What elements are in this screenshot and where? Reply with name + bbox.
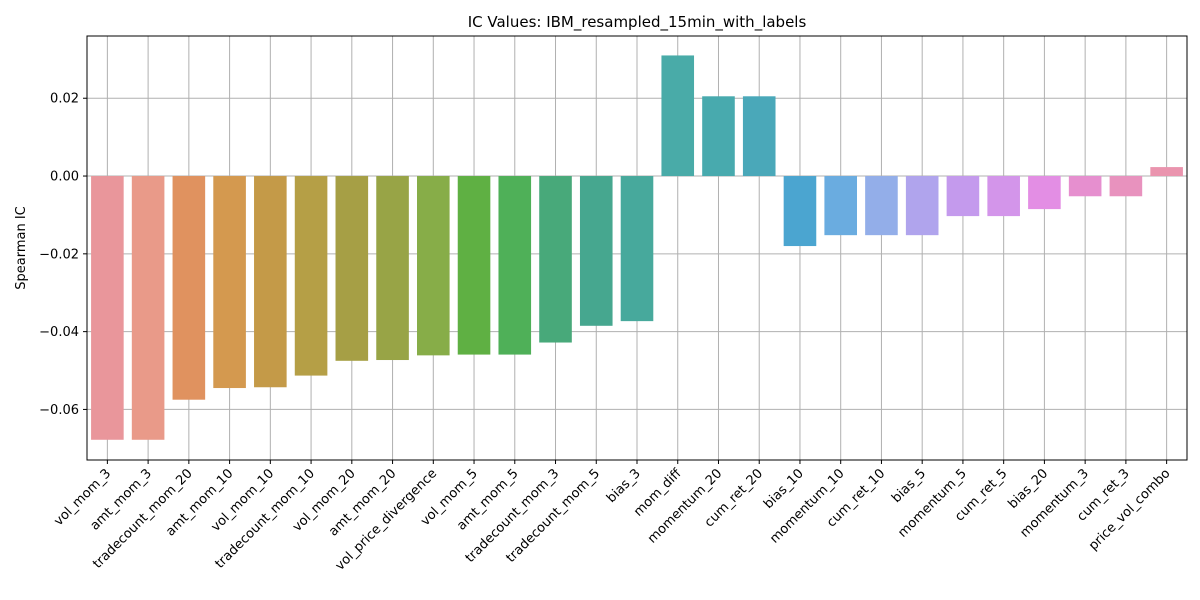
bar-tradecount-mom-20 xyxy=(172,176,206,400)
y-tick-label: −0.06 xyxy=(39,403,79,418)
bar-vol-mom-20 xyxy=(335,176,369,361)
y-tick-label: −0.04 xyxy=(39,325,79,340)
bar-bias-20 xyxy=(1028,176,1061,210)
bar-vol-mom-5 xyxy=(457,176,491,355)
bar-momentum-3 xyxy=(1068,176,1102,197)
bars xyxy=(91,55,1183,440)
chart-title: IC Values: IBM_resampled_15min_with_labe… xyxy=(468,13,807,32)
bar-cum-ret-3 xyxy=(1109,176,1143,197)
bar-amt-mom-20 xyxy=(376,176,409,361)
bar-price-vol-combo xyxy=(1150,167,1183,177)
bar-vol-mom-10 xyxy=(254,176,287,388)
bar-amt-mom-3 xyxy=(131,176,165,440)
bar-mom-diff xyxy=(661,55,695,177)
bar-cum-ret-20 xyxy=(742,96,776,177)
bar-momentum-20 xyxy=(702,96,735,177)
y-tick-label: −0.02 xyxy=(39,247,79,262)
bar-momentum-5 xyxy=(946,176,980,217)
y-axis-label: Spearman IC xyxy=(14,206,29,290)
bar-momentum-10 xyxy=(824,176,857,236)
y-tick-label: 0.00 xyxy=(50,170,79,185)
bar-cum-ret-10 xyxy=(865,176,898,236)
bar-tradecount-mom-5 xyxy=(579,176,613,326)
y-tick-label: 0.02 xyxy=(50,92,79,107)
bar-tradecount-mom-3 xyxy=(539,176,572,343)
bar-amt-mom-5 xyxy=(498,176,532,355)
bar-bias-3 xyxy=(620,176,654,322)
bar-tradecount-mom-10 xyxy=(294,176,328,376)
bar-cum-ret-5 xyxy=(987,176,1020,217)
y-axis-ticks: −0.06 −0.04 −0.02 0.00 0.02 xyxy=(39,92,87,418)
bar-vol-price-divergence xyxy=(417,176,450,356)
bar-bias-5 xyxy=(905,176,939,236)
bar-bias-10 xyxy=(783,176,817,247)
bar-vol-mom-3 xyxy=(91,176,124,440)
bar-amt-mom-10 xyxy=(213,176,246,389)
